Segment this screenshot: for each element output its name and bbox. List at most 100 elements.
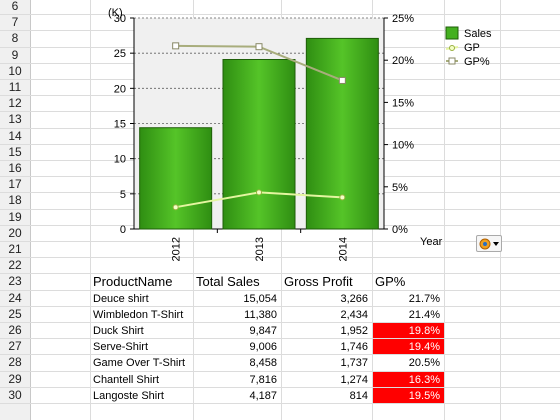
row-number[interactable]: 10 [8, 63, 22, 78]
x-tick-label: 2012 [171, 237, 183, 261]
row-number[interactable]: 12 [8, 96, 22, 111]
y-left-tick-label: 10 [114, 154, 126, 166]
table-cell-gp[interactable]: 21.4% [408, 308, 440, 321]
table-cell-name[interactable]: Wimbledon T-Shirt [93, 308, 184, 321]
row-gridline [0, 338, 560, 340]
legend-gp-label: GP [464, 42, 480, 54]
row-number[interactable]: 8 [11, 31, 19, 46]
chart-svg: 0 5 10 15 20 25 30 0% 5% 10% 15% 20% 25% 2012 2013 2014… [108, 7, 492, 261]
y-left-title: (K) [108, 7, 123, 19]
row-number[interactable]: 24 [8, 290, 22, 305]
table-cell-gp[interactable]: 19.5% [373, 387, 444, 403]
table-header-cell[interactable]: Gross Profit [284, 274, 353, 290]
table-cell-profit[interactable]: 1,274 [340, 373, 368, 386]
table-header-cell[interactable]: Total Sales [196, 274, 260, 290]
table-cell-profit[interactable]: 2,434 [340, 308, 368, 321]
y-right-tick-label: 20% [392, 55, 414, 67]
row-number[interactable]: 27 [8, 339, 22, 354]
y-right-tick-label: 25% [392, 13, 414, 25]
chart-options-icon [479, 238, 499, 250]
column-gridline [90, 0, 91, 420]
row-number[interactable]: 9 [11, 47, 19, 62]
table-header-cell[interactable]: ProductName [93, 274, 173, 290]
row-number[interactable]: 14 [8, 128, 22, 143]
row-header-column [0, 0, 31, 420]
y-left-tick-label: 25 [114, 48, 126, 60]
y-right-tick-label: 15% [392, 97, 414, 109]
table-cell-profit[interactable]: 3,266 [340, 292, 368, 305]
table-cell-gp[interactable]: 19.4% [373, 339, 444, 355]
table-cell-sales[interactable]: 15,054 [243, 292, 277, 305]
row-gridline [0, 289, 560, 291]
table-cell-sales[interactable]: 11,380 [244, 308, 277, 321]
y-left-tick-label: 20 [114, 83, 126, 95]
row-number[interactable]: 16 [8, 161, 22, 175]
row-number[interactable]: 30 [8, 387, 22, 402]
gp-percent-point [338, 76, 346, 84]
x-axis-title: Year [420, 236, 443, 248]
gp-point [172, 204, 179, 211]
row-number[interactable]: 22 [8, 258, 22, 273]
row-number[interactable]: 19 [8, 209, 22, 224]
row-gridline [0, 257, 560, 259]
gp-point [256, 189, 262, 196]
table-cell-sales[interactable]: 8,458 [249, 357, 277, 370]
legend-gp-marker [449, 45, 455, 51]
table-cell-profit[interactable]: 1,737 [340, 357, 368, 370]
table-cell-gp[interactable]: 19.8% [373, 323, 444, 339]
y-left-tick-label: 15 [114, 119, 126, 131]
row-number[interactable]: 28 [8, 355, 22, 370]
table-cell-sales[interactable]: 4,187 [249, 389, 277, 402]
table-cell-name[interactable]: Game Over T-Shirt [93, 357, 186, 370]
legend-gp-percent-label: GP% [464, 56, 490, 68]
row-gridline [0, 14, 560, 16]
y-left-tick-label: 0 [120, 224, 126, 236]
row-number[interactable]: 18 [8, 193, 22, 208]
table-cell-gp[interactable]: 16.3% [373, 371, 444, 387]
table-cell-sales[interactable]: 9,847 [249, 325, 277, 337]
table-cell-sales[interactable]: 9,006 [249, 341, 277, 354]
table-cell-profit[interactable]: 1,952 [340, 325, 368, 337]
x-tick-label: 2014 [337, 237, 349, 261]
sales-chart[interactable]: 0 5 10 15 20 25 30 0% 5% 10% 15% 20% 25% 2012 2013 2014… [90, 0, 510, 262]
y-right-tick-label: 5% [392, 182, 408, 194]
sales-bar [305, 37, 379, 230]
row-number[interactable]: 7 [11, 15, 19, 30]
table-cell-name[interactable]: Chantell Shirt [93, 373, 160, 386]
row-number[interactable]: 13 [8, 112, 22, 127]
gp-percent-point [172, 42, 180, 50]
table-header-cell[interactable]: GP% [375, 274, 406, 290]
row-number[interactable]: 23 [8, 274, 22, 289]
column-gridline [444, 0, 445, 420]
row-number[interactable]: 6 [11, 0, 19, 13]
table-cell-name[interactable]: Serve-Shirt [93, 341, 149, 354]
row-number[interactable]: 29 [8, 371, 22, 386]
row-number[interactable]: 11 [8, 80, 22, 94]
row-number[interactable]: 21 [8, 242, 22, 256]
row-number[interactable]: 15 [8, 144, 22, 159]
y-left-tick-label: 5 [120, 189, 126, 201]
row-gridline [0, 403, 560, 404]
chart-options-button[interactable] [476, 235, 502, 252]
table-cell-name[interactable]: Deuce shirt [93, 292, 149, 305]
row-number[interactable]: 17 [8, 177, 22, 192]
table-cell-sales[interactable]: 7,816 [249, 373, 277, 386]
x-tick-label: 2013 [254, 237, 266, 261]
table-cell-profit[interactable]: 814 [349, 389, 368, 402]
y-right-tick-label: 0% [392, 224, 408, 236]
table-cell-name[interactable]: Duck Shirt [93, 325, 144, 337]
y-left-tick-label: 30 [114, 13, 126, 25]
gp-percent-point [255, 43, 263, 51]
row-number[interactable]: 25 [8, 306, 22, 321]
row-number[interactable]: 26 [8, 323, 22, 337]
legend-sales-swatch [445, 26, 459, 40]
table-cell-gp[interactable]: 20.5% [408, 357, 440, 370]
row-gridline [0, 241, 560, 242]
legend-gp-percent-marker [448, 57, 456, 65]
row-number[interactable]: 20 [8, 225, 22, 240]
table-cell-profit[interactable]: 1,746 [340, 341, 368, 354]
table-cell-name[interactable]: Langoste Shirt [93, 389, 164, 402]
row-gridline [0, 322, 560, 323]
table-cell-gp[interactable]: 21.7% [408, 292, 440, 305]
